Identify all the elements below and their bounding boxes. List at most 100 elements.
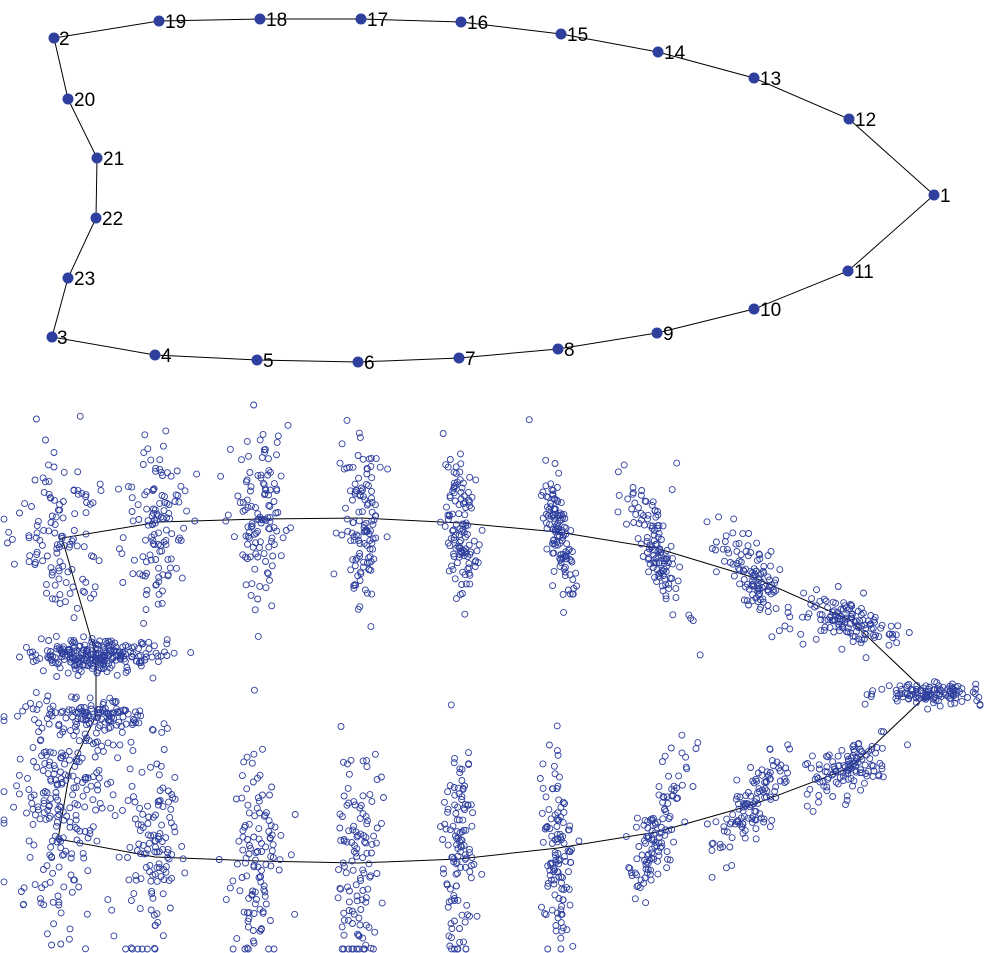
aligned-point-10	[719, 843, 727, 851]
aligned-point-8	[542, 911, 550, 918]
aligned-point-9	[655, 783, 663, 791]
aligned-point-21	[99, 656, 107, 664]
aligned-point-3	[54, 892, 62, 900]
aligned-point-11	[832, 768, 840, 776]
aligned-point-8	[553, 815, 561, 823]
aligned-point-4	[160, 876, 168, 884]
aligned-point-11	[823, 763, 831, 771]
aligned-point-2	[45, 477, 53, 485]
aligned-point-18	[268, 534, 276, 542]
landmark-label-20: 20	[74, 90, 95, 111]
aligned-point-12	[818, 611, 826, 619]
aligned-point-1	[936, 702, 944, 710]
aligned-point-2	[48, 571, 56, 579]
aligned-point-2	[58, 532, 66, 540]
aligned-point-16	[446, 494, 454, 502]
aligned-point-7	[446, 826, 454, 834]
aligned-point-11	[835, 761, 843, 769]
aligned-point-4	[122, 945, 130, 953]
aligned-point-1	[947, 700, 955, 708]
aligned-point-19	[150, 485, 158, 493]
aligned-point-18	[273, 451, 280, 459]
aligned-point-4	[171, 773, 179, 781]
aligned-point-19	[155, 578, 163, 586]
aligned-point-17	[365, 566, 373, 574]
aligned-point-2	[83, 499, 91, 506]
landmark-point-6	[352, 356, 364, 368]
aligned-point-19	[151, 516, 158, 524]
landmark-point-13	[748, 72, 760, 84]
aligned-point-14	[685, 611, 693, 619]
aligned-point-12	[821, 616, 829, 624]
aligned-point-8	[549, 785, 557, 793]
aligned-point-8	[566, 822, 574, 830]
aligned-point-18	[255, 515, 263, 523]
aligned-point-4	[153, 760, 161, 768]
aligned-point-13	[715, 513, 723, 521]
aligned-point-23	[96, 721, 104, 729]
aligned-point-21	[128, 644, 136, 652]
aligned-point-5	[242, 859, 249, 867]
aligned-point-15	[569, 590, 577, 598]
aligned-point-9	[663, 864, 671, 872]
aligned-point-6	[353, 892, 361, 900]
aligned-point-18	[254, 595, 262, 603]
aligned-point-15	[549, 582, 557, 590]
aligned-point-4	[151, 870, 159, 878]
aligned-point-4	[164, 849, 172, 857]
aligned-point-3	[25, 837, 33, 845]
aligned-point-23	[79, 792, 87, 800]
aligned-point-17	[354, 532, 362, 540]
aligned-point-11	[842, 801, 849, 809]
aligned-point-19	[144, 517, 152, 525]
aligned-point-6	[336, 810, 344, 818]
aligned-point-21	[141, 656, 149, 664]
aligned-point-6	[358, 896, 366, 904]
aligned-point-13	[781, 622, 789, 630]
aligned-point-2	[70, 527, 78, 534]
aligned-point-18	[268, 562, 276, 570]
aligned-point-4	[153, 848, 161, 856]
aligned-point-14	[689, 617, 697, 625]
aligned-point-17	[367, 623, 375, 631]
aligned-point-6	[352, 849, 360, 857]
aligned-point-12	[871, 633, 878, 641]
aligned-point-14	[655, 570, 663, 578]
aligned-point-21	[93, 669, 101, 677]
aligned-point-7	[462, 854, 470, 862]
aligned-point-4	[137, 821, 145, 829]
aligned-point-23	[64, 772, 72, 780]
aligned-point-9	[664, 855, 671, 863]
landmark-point-7	[453, 352, 465, 364]
aligned-point-13	[729, 560, 737, 568]
aligned-point-19	[173, 467, 181, 475]
aligned-point-7	[465, 749, 472, 757]
aligned-point-10	[720, 823, 728, 831]
aligned-point-19	[166, 564, 174, 572]
aligned-point-8	[553, 747, 561, 755]
aligned-point-1	[878, 685, 886, 693]
aligned-point-6	[348, 839, 356, 846]
landmark-label-6: 6	[364, 353, 375, 374]
aligned-point-21	[39, 667, 47, 675]
aligned-point-21	[163, 640, 171, 648]
aligned-point-11	[803, 802, 811, 810]
aligned-point-5	[254, 848, 262, 855]
aligned-point-4	[147, 877, 155, 885]
aligned-point-23	[69, 791, 77, 799]
aligned-point-8	[544, 882, 552, 890]
aligned-point-2	[62, 579, 70, 587]
aligned-point-16	[472, 476, 480, 484]
aligned-point-7	[437, 823, 444, 831]
aligned-point-4	[131, 815, 139, 823]
aligned-point-10	[766, 823, 774, 831]
aligned-point-10	[747, 764, 755, 771]
aligned-point-18	[262, 516, 270, 524]
aligned-point-22	[57, 709, 65, 716]
aligned-point-19	[149, 485, 157, 493]
landmark-point-9	[651, 327, 663, 339]
aligned-point-1	[867, 693, 875, 701]
aligned-point-5	[257, 878, 265, 886]
aligned-point-5	[260, 886, 268, 894]
aligned-point-17	[360, 521, 368, 529]
